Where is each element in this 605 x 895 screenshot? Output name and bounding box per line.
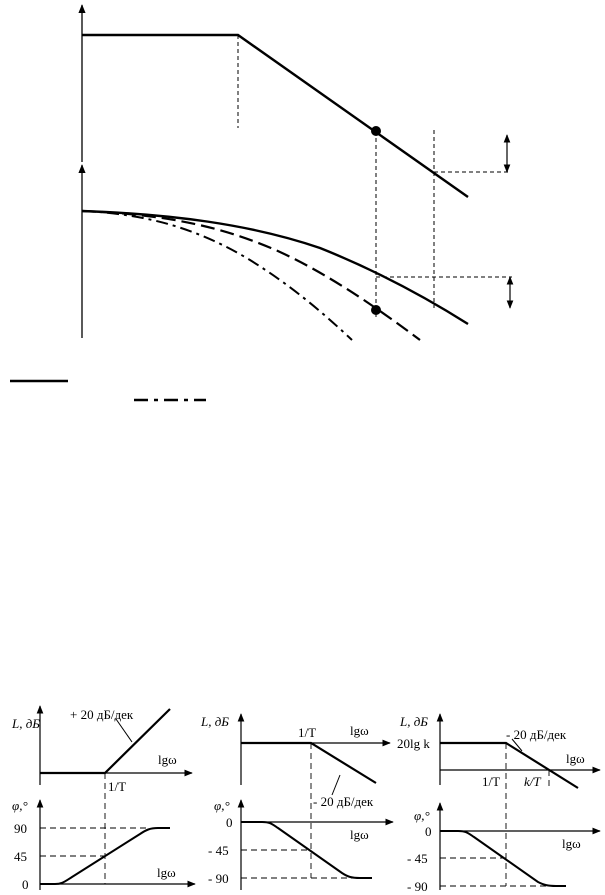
panel3-amp-xlabel: lgω bbox=[566, 751, 585, 766]
panel2-amp-xlabel: lgω bbox=[350, 723, 369, 738]
panel-aperiodic: L, дБ 1/T lgω - 20 дБ/дек φ,° 0 - 45 - 9… bbox=[200, 713, 394, 890]
panel1-amp-xlabel: lgω bbox=[158, 752, 177, 767]
panel2-break-label: 1/T bbox=[298, 725, 316, 740]
panel2-slope-label: - 20 дБ/дек bbox=[313, 794, 374, 809]
panel1-phase-ylabel: φ,° bbox=[12, 798, 28, 813]
panel2-amp-line bbox=[241, 741, 377, 784]
panel2-phase-xlabel: lgω bbox=[350, 827, 369, 842]
panel3-phase-ylabel: φ,° bbox=[414, 808, 430, 823]
panel1-phase-xlabel: lgω bbox=[157, 865, 176, 880]
panel3-phase-tick-45: - 45 bbox=[407, 851, 428, 866]
top-figure bbox=[10, 4, 514, 402]
panel-lag: L, дБ 20lg k - 20 дБ/дек lgω 1/T k/T φ,°… bbox=[397, 713, 601, 894]
panel1-phase-tick-0: 0 bbox=[22, 877, 29, 892]
panel1-phase-curve bbox=[40, 827, 170, 885]
panel3-phase-xlabel: lgω bbox=[562, 836, 581, 851]
dashdot-response-curve bbox=[81, 210, 353, 341]
panel3-phase-curve bbox=[440, 830, 566, 887]
dashed-response-curve bbox=[81, 209, 421, 341]
panel2-phase-tick-90: - 90 bbox=[208, 871, 229, 886]
panel3-break-label-1: 1/T bbox=[482, 774, 500, 789]
asymptotic-lafc-line bbox=[82, 33, 469, 198]
panel1-phase-tick-90: 90 bbox=[14, 821, 27, 836]
panel3-amp-ylabel: L, дБ bbox=[399, 714, 428, 729]
panel3-amp-line bbox=[440, 741, 579, 789]
panel2-phase-curve bbox=[241, 821, 372, 879]
panel1-slope-leader bbox=[115, 718, 133, 743]
panel2-slope-leader bbox=[331, 774, 341, 796]
solid-response-curve bbox=[81, 209, 469, 326]
marked-point-lower bbox=[371, 305, 381, 315]
panel1-amp-ylabel: L, дБ bbox=[11, 716, 40, 731]
panel2-phase-tick-0: 0 bbox=[226, 815, 233, 830]
panel2-amp-ylabel: L, дБ bbox=[200, 714, 229, 729]
panel3-level-label: 20lg k bbox=[397, 736, 430, 751]
panel1-phase-tick-45: 45 bbox=[14, 849, 27, 864]
panel1-break-label: 1/T bbox=[108, 779, 126, 794]
panel2-phase-tick-45: - 45 bbox=[208, 843, 229, 858]
panel-differentiating: L, дБ + 20 дБ/дек lgω 1/T φ,° 90 45 0 lg… bbox=[11, 705, 196, 892]
panel3-slope-label: - 20 дБ/дек bbox=[506, 727, 567, 742]
panel2-phase-ylabel: φ,° bbox=[214, 798, 230, 813]
panel1-slope-label: + 20 дБ/дек bbox=[70, 707, 134, 722]
panel3-break-label-2: k/T bbox=[524, 774, 541, 789]
panel3-phase-tick-90: - 90 bbox=[407, 879, 428, 894]
panel3-phase-tick-0: 0 bbox=[425, 824, 432, 839]
panel3-slope-leader bbox=[511, 738, 523, 752]
